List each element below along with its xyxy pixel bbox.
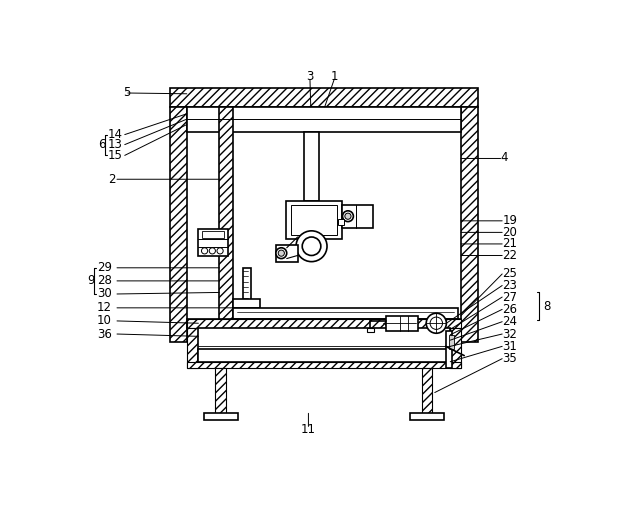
Bar	[219, 107, 233, 330]
Text: 35: 35	[502, 352, 517, 365]
Circle shape	[342, 211, 353, 222]
Circle shape	[345, 213, 351, 219]
Circle shape	[276, 248, 287, 259]
Circle shape	[426, 313, 446, 333]
Text: 4: 4	[501, 151, 508, 164]
Bar	[410, 413, 444, 420]
Bar	[187, 318, 461, 328]
Text: 24: 24	[502, 315, 517, 328]
Circle shape	[430, 317, 443, 329]
Bar	[170, 89, 478, 107]
Circle shape	[278, 250, 284, 256]
Bar	[421, 368, 433, 416]
Bar	[170, 107, 187, 343]
Bar	[304, 132, 319, 201]
Bar	[446, 331, 452, 368]
Text: 36: 36	[97, 328, 111, 340]
Text: 26: 26	[502, 303, 517, 316]
Bar	[290, 205, 337, 236]
Text: 6: 6	[98, 138, 106, 151]
Bar	[187, 362, 461, 368]
Bar	[461, 107, 478, 343]
Bar	[276, 245, 297, 262]
Text: 25: 25	[502, 267, 517, 281]
Text: 22: 22	[502, 249, 517, 262]
Circle shape	[385, 320, 391, 326]
Text: 1: 1	[331, 70, 338, 83]
Text: 31: 31	[502, 340, 517, 353]
Text: 32: 32	[502, 328, 517, 340]
Bar	[187, 107, 461, 132]
Text: 5: 5	[123, 86, 131, 99]
Text: 20: 20	[502, 226, 517, 239]
Circle shape	[202, 248, 208, 254]
Bar	[198, 229, 228, 256]
Bar	[244, 268, 251, 308]
Text: 15: 15	[108, 149, 123, 162]
Bar	[233, 298, 260, 308]
Bar	[198, 349, 450, 362]
Circle shape	[217, 248, 223, 254]
Text: 11: 11	[301, 423, 316, 436]
Text: 3: 3	[306, 70, 314, 83]
Bar	[286, 201, 342, 239]
Text: 2: 2	[108, 173, 115, 186]
Bar	[202, 231, 224, 238]
Circle shape	[296, 231, 327, 262]
Text: 29: 29	[97, 261, 112, 274]
Text: 12: 12	[97, 302, 112, 314]
Bar	[233, 308, 458, 318]
Bar	[342, 205, 372, 228]
Text: 23: 23	[502, 279, 517, 292]
Bar	[187, 318, 461, 328]
Circle shape	[209, 248, 215, 254]
Bar	[338, 219, 344, 225]
Text: 13: 13	[108, 138, 123, 151]
Bar	[198, 328, 450, 362]
Text: 27: 27	[502, 291, 517, 304]
Text: 10: 10	[97, 314, 111, 328]
Bar	[215, 368, 226, 416]
Bar	[367, 328, 374, 332]
Text: 19: 19	[502, 215, 517, 227]
Bar	[187, 328, 198, 368]
Circle shape	[392, 320, 398, 326]
Text: 21: 21	[502, 238, 517, 250]
Circle shape	[399, 320, 405, 326]
Circle shape	[406, 320, 413, 326]
Circle shape	[302, 237, 321, 255]
Text: 8: 8	[543, 300, 551, 313]
Text: 14: 14	[108, 128, 123, 141]
Bar	[449, 335, 454, 349]
Bar	[386, 315, 418, 331]
Bar	[450, 328, 461, 368]
Text: 30: 30	[97, 287, 111, 301]
Text: 28: 28	[97, 274, 111, 287]
Text: 9: 9	[88, 274, 95, 287]
Bar	[204, 413, 238, 420]
